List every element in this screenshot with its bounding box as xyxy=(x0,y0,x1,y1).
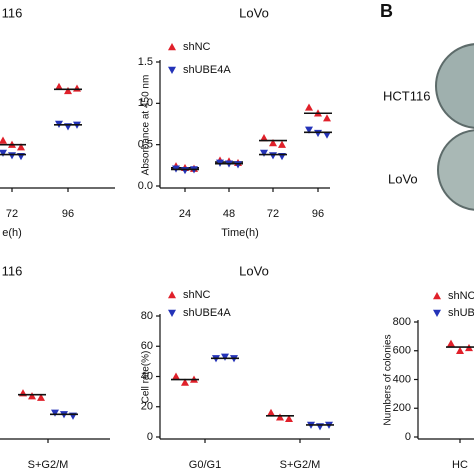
x-axis-label: e(h) xyxy=(2,227,22,239)
data-point xyxy=(181,378,189,386)
panel-title: 116 xyxy=(2,5,23,20)
figure-label: B xyxy=(380,1,393,21)
data-point xyxy=(64,86,72,95)
x-tick-label: 72 xyxy=(267,208,279,220)
data-point xyxy=(8,152,16,160)
x-tick-label: HC xyxy=(452,459,468,471)
data-point xyxy=(323,131,331,139)
panel-title: LoVo xyxy=(239,263,269,278)
data-point xyxy=(314,129,322,138)
panel-title: LoVo xyxy=(239,5,269,20)
data-point xyxy=(221,353,229,361)
x-tick-label: G0/G1 xyxy=(189,459,221,471)
y-tick-label: 40 xyxy=(141,370,153,382)
y-axis-label: Cell rate(%) xyxy=(141,351,152,404)
y-tick-label: 0.5 xyxy=(138,139,153,151)
y-axis-label: Numbers of colonies xyxy=(383,334,394,425)
legend-label: shUBE4A xyxy=(183,307,231,319)
y-tick-label: 80 xyxy=(141,310,153,322)
y-tick-label: 400 xyxy=(393,373,411,385)
data-point xyxy=(37,393,45,401)
y-tick-label: 20 xyxy=(141,401,153,413)
data-point xyxy=(17,143,25,151)
data-point xyxy=(323,114,331,122)
legend-marker xyxy=(168,66,176,74)
y-tick-label: 1.0 xyxy=(138,97,153,109)
legend-label: shNC xyxy=(448,290,474,302)
x-tick-label: S+G2/M xyxy=(280,459,321,471)
y-tick-label: 1.5 xyxy=(138,56,153,68)
plate-label: LoVo xyxy=(388,171,418,186)
legend-marker xyxy=(168,309,176,317)
legend-label: shNC xyxy=(183,289,211,301)
x-tick-label: 24 xyxy=(179,208,191,220)
plate-label: HCT116 xyxy=(383,88,430,103)
legend-label: shNC xyxy=(183,41,211,53)
data-point xyxy=(0,136,7,144)
data-point xyxy=(285,414,293,423)
y-tick-label: 600 xyxy=(393,345,411,357)
y-tick-label: 0 xyxy=(405,431,411,443)
data-point xyxy=(278,140,286,148)
data-point xyxy=(267,408,275,416)
x-tick-label: S+G2/M xyxy=(28,459,69,471)
legend-label: shUBE4A xyxy=(183,64,231,76)
x-tick-label: 72 xyxy=(6,208,18,220)
data-point xyxy=(269,152,277,160)
plate xyxy=(437,129,474,211)
data-point xyxy=(276,413,284,421)
data-point xyxy=(73,84,81,92)
panel: 116 e(h) 72 96 xyxy=(0,5,115,239)
x-tick-label: 96 xyxy=(62,208,74,220)
x-tick-label: 96 xyxy=(312,208,324,220)
data-point xyxy=(0,149,7,157)
panel: 116 S+G2/M xyxy=(0,263,110,471)
data-point xyxy=(28,392,36,400)
data-point xyxy=(172,372,180,380)
x-axis-label: Time(h) xyxy=(221,227,258,239)
legend-marker xyxy=(168,43,176,51)
y-tick-label: 200 xyxy=(393,402,411,414)
data-point xyxy=(269,139,277,147)
panel: 0 200 400 600 800 Numbers of colonies HC shNC sh… xyxy=(383,290,474,471)
data-point xyxy=(456,346,464,354)
data-point xyxy=(51,409,59,417)
legend-marker xyxy=(433,292,441,300)
panel: 0 20 40 60 80 LoVo Cell rate(%) G0/G1 S+G2/M shNC… xyxy=(141,263,334,471)
y-axis-label: Absorbance at 450 nm xyxy=(141,75,152,176)
data-point xyxy=(55,82,63,90)
panel: 0.0 0.5 1.0 1.5 LoVo Time(h) Absorbance at 450… xyxy=(138,5,332,239)
legend-marker xyxy=(168,291,176,299)
y-tick-label: 60 xyxy=(141,340,153,352)
y-tick-label: 0 xyxy=(147,431,153,443)
data-point xyxy=(260,149,268,157)
legend-label: shUBE4A xyxy=(448,307,474,319)
data-point xyxy=(305,103,313,111)
data-point xyxy=(260,134,268,142)
legend-marker xyxy=(433,309,441,317)
y-tick-label: 800 xyxy=(393,316,411,328)
colony-plates xyxy=(435,43,474,211)
y-tick-label: 0.0 xyxy=(138,180,153,192)
data-point xyxy=(447,339,455,347)
plate xyxy=(435,43,474,129)
panel-title: 116 xyxy=(2,263,23,278)
data-point xyxy=(305,126,313,134)
x-tick-label: 48 xyxy=(223,208,235,220)
